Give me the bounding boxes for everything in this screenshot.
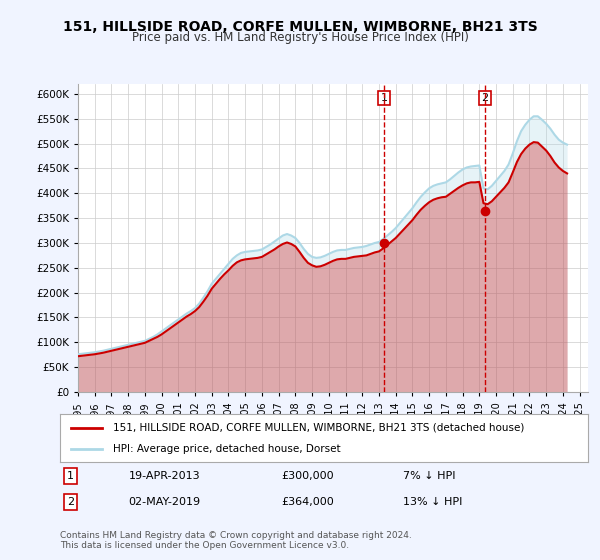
- Text: 13% ↓ HPI: 13% ↓ HPI: [403, 497, 463, 507]
- Text: 19-APR-2013: 19-APR-2013: [128, 471, 200, 481]
- Text: 02-MAY-2019: 02-MAY-2019: [128, 497, 201, 507]
- Text: £300,000: £300,000: [282, 471, 334, 481]
- Text: 7% ↓ HPI: 7% ↓ HPI: [403, 471, 456, 481]
- Text: 2: 2: [482, 93, 489, 103]
- Text: £364,000: £364,000: [282, 497, 335, 507]
- Text: 151, HILLSIDE ROAD, CORFE MULLEN, WIMBORNE, BH21 3TS: 151, HILLSIDE ROAD, CORFE MULLEN, WIMBOR…: [62, 20, 538, 34]
- Text: Contains HM Land Registry data © Crown copyright and database right 2024.
This d: Contains HM Land Registry data © Crown c…: [60, 531, 412, 550]
- Text: 1: 1: [380, 93, 388, 103]
- Text: Price paid vs. HM Land Registry's House Price Index (HPI): Price paid vs. HM Land Registry's House …: [131, 31, 469, 44]
- Text: 1: 1: [67, 471, 74, 481]
- Text: HPI: Average price, detached house, Dorset: HPI: Average price, detached house, Dors…: [113, 444, 340, 454]
- Text: 151, HILLSIDE ROAD, CORFE MULLEN, WIMBORNE, BH21 3TS (detached house): 151, HILLSIDE ROAD, CORFE MULLEN, WIMBOR…: [113, 423, 524, 433]
- Text: 2: 2: [67, 497, 74, 507]
